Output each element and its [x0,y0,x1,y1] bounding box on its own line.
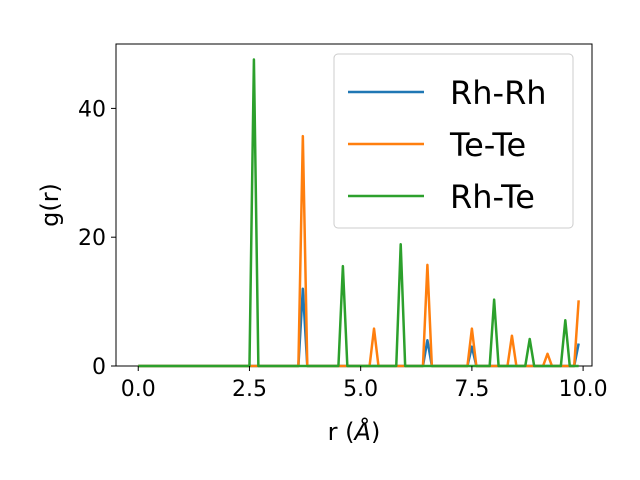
x-axis-title-close: ) [371,418,380,446]
x-axis-title-text: r ( [328,418,355,446]
series-line-rh-rh [138,287,580,368]
x-axis-title-unit: Å [353,417,371,446]
x-tick-label: 0.0 [121,377,156,402]
legend-label: Rh-Rh [450,74,547,112]
y-tick-label: 20 [78,226,106,251]
y-axis-title: g(r) [36,183,64,227]
x-axis-title: r (Å) [328,417,381,446]
x-tick-label: 2.5 [232,377,267,402]
legend: Rh-Rh Te-Te Rh-Te [333,53,574,229]
y-axis-ticks: 0 20 40 [78,97,116,380]
legend-label: Rh-Te [450,178,535,216]
x-axis-ticks: 0.0 2.5 5.0 7.5 10.0 [121,366,608,402]
x-tick-label: 10.0 [559,377,608,402]
series-layer [138,58,580,368]
x-tick-label: 5.0 [343,377,378,402]
legend-label: Te-Te [449,126,526,164]
legend-box [333,53,574,229]
y-tick-label: 0 [92,355,106,380]
y-tick-label: 40 [78,97,106,122]
series-line-rh-te [138,58,579,368]
x-tick-label: 7.5 [454,377,489,402]
